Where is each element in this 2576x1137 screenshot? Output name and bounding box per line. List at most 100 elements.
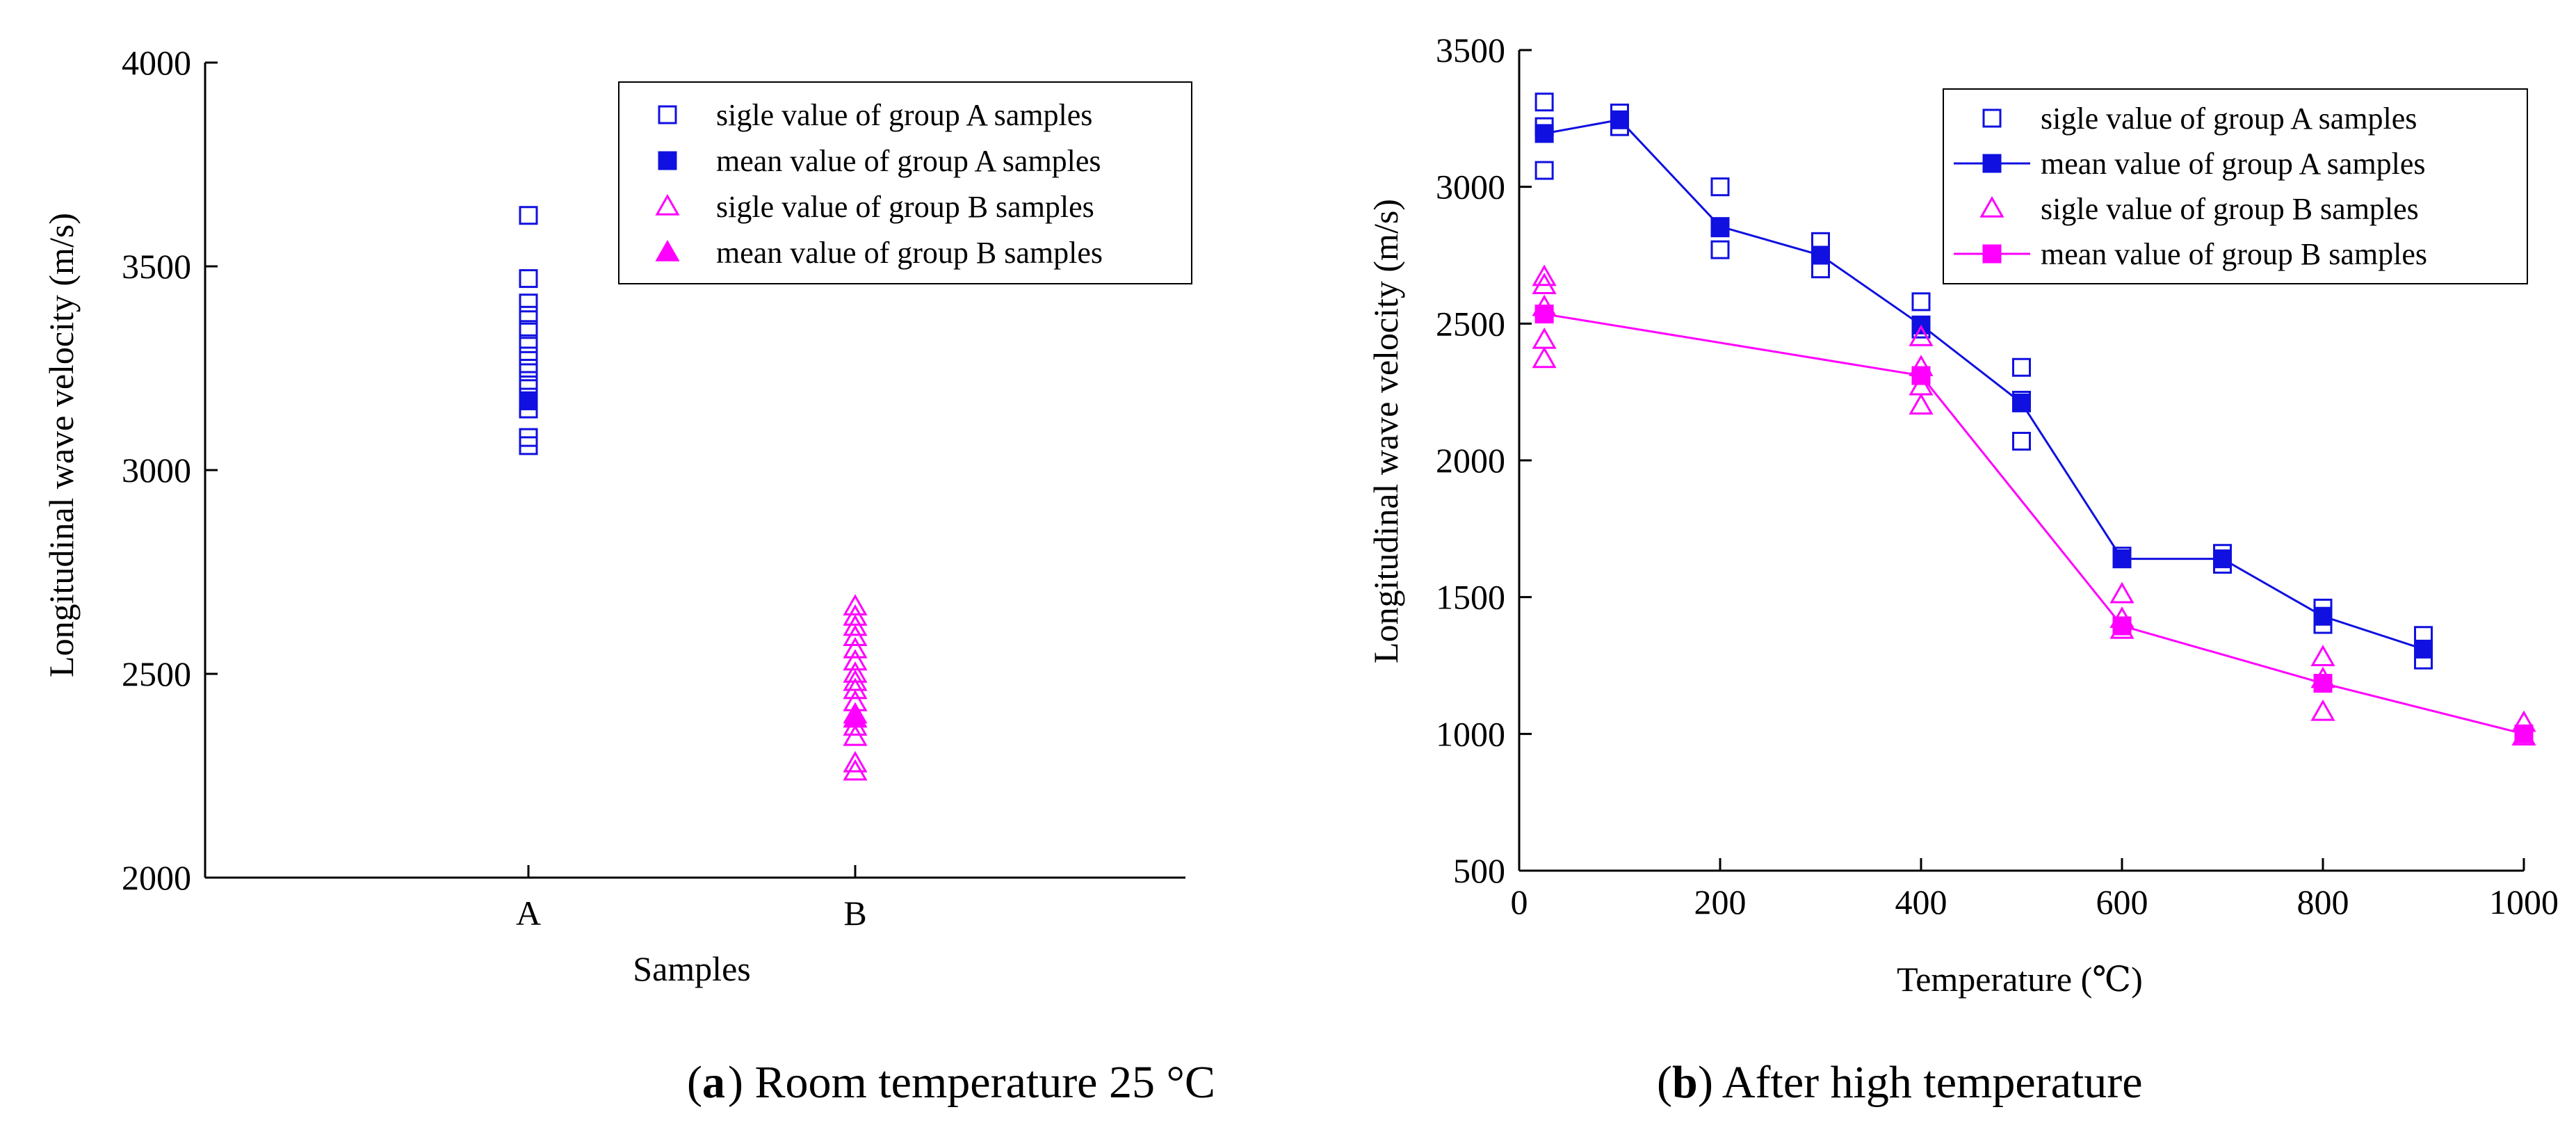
chart-b-y-tick-label: 1500: [1436, 578, 1505, 617]
chart-b-point: [1911, 366, 1931, 385]
chart-a-point: [843, 614, 868, 636]
chart-a-point: [843, 594, 868, 616]
chart-b-legend-label: sigle value of group B samples: [2041, 192, 2419, 226]
chart-b-y-tick-label: 3500: [1436, 31, 1505, 70]
chart-a-legend-marker: [658, 105, 677, 124]
chart-a-caption-letter: a: [702, 1057, 725, 1108]
chart-b-x-tick-label: 200: [1694, 882, 1747, 921]
chart-b-point: [2109, 581, 2134, 604]
chart-a-marks: [519, 206, 868, 781]
chart-b-x-tick-label: 800: [2297, 882, 2349, 921]
chart-a-x-tick-label: B: [843, 894, 866, 933]
chart-a-point: [843, 677, 868, 700]
chart-b-point: [2313, 606, 2333, 626]
chart-a-point: [519, 320, 538, 339]
chart-b-point: [1534, 124, 1554, 143]
chart-b-point: [1532, 327, 1557, 349]
chart-a-ticks: 2000 2500 3000 3500 4000 A B: [122, 43, 867, 933]
chart-b-point: [1534, 305, 1554, 324]
chart-b-marks: [1532, 92, 2536, 746]
chart-a-point: [519, 391, 538, 410]
chart-a-point: [843, 649, 868, 671]
chart-a-point: [843, 669, 868, 691]
chart-a-legend-marker: [658, 151, 677, 170]
chart-b-point: [1909, 393, 1934, 415]
chart-b-point: [2313, 674, 2333, 693]
chart-b-y-tick-label: 2500: [1436, 304, 1505, 343]
chart-a-y-tick-label: 3500: [122, 247, 191, 286]
chart-a-point: [519, 206, 538, 225]
chart-a-point: [519, 436, 538, 455]
chart-b-ticks: 500 1000 1500 2000 2500 3000 3500 0 200 400 600 800…: [1436, 31, 2559, 921]
chart-b-legend-marker: [1982, 154, 2002, 173]
chart-b-ylabel: Longitudinal wave velocity (m/s): [1366, 199, 1405, 663]
chart-a-legend-box: [618, 81, 1192, 284]
chart-a-legend-label: mean value of group B samples: [716, 236, 1103, 270]
chart-b-legend-marker: [1982, 108, 2002, 128]
chart-b-point: [1532, 264, 1557, 287]
chart-a-point: [843, 750, 868, 773]
chart-a-legend: sigle value of group A samples mean valu…: [618, 81, 1192, 284]
chart-a-point: [519, 269, 538, 289]
chart-b-point: [1610, 110, 1629, 129]
chart-b-series-line: [1544, 313, 2525, 735]
chart-b-point: [1534, 161, 1554, 180]
chart-a-point: [519, 305, 538, 325]
chart-b-point: [2310, 699, 2335, 721]
chart-a-point: [843, 759, 868, 781]
chart-a-y-tick-label: 3000: [122, 451, 191, 490]
chart-b-point: [2112, 549, 2132, 569]
chart-b-legend-box: [1943, 88, 2528, 284]
chart-b-point: [1911, 292, 1931, 312]
chart-a-y-tick-label: 2500: [122, 654, 191, 693]
chart-b-point: [1534, 92, 1554, 112]
chart-b-y-tick-label: 500: [1453, 851, 1505, 890]
chart-b-caption-text: ) After high temperature: [1698, 1057, 2143, 1108]
chart-a-ylabel: Longitudinal wave velocity (m/s): [42, 213, 81, 677]
chart-b-point: [2310, 645, 2335, 666]
chart-a-point: [843, 724, 868, 746]
chart-b-caption-letter: b: [1672, 1057, 1698, 1108]
chart-a-xlabel: Samples: [633, 949, 750, 988]
chart-a-point: [843, 624, 868, 647]
chart-b-point: [2514, 724, 2534, 743]
chart-a-point: [843, 604, 868, 626]
chart-b-point: [1710, 240, 1730, 259]
chart-b-y-tick-label: 2000: [1436, 441, 1505, 480]
chart-b-xlabel: Temperature (℃): [1897, 960, 2143, 999]
chart-a-y-tick-label: 4000: [122, 43, 191, 82]
chart-a-legend-marker: [655, 239, 680, 261]
chart-b-point: [2012, 431, 2031, 451]
chart-b-caption-paren: (: [1657, 1057, 1672, 1108]
chart-b-y-tick-label: 3000: [1436, 168, 1505, 207]
chart-b-legend-label: sigle value of group A samples: [2041, 102, 2417, 136]
chart-a-legend-label: sigle value of group B samples: [716, 190, 1094, 224]
chart-a-legend-marker: [655, 193, 680, 216]
chart-b-point: [2112, 616, 2132, 636]
chart-b-x-tick-label: 400: [1895, 882, 1947, 921]
chart-b-legend-label: mean value of group B samples: [2041, 237, 2427, 271]
chart-b-legend-marker: [1979, 195, 2004, 218]
chart-a-legend-label: mean value of group A samples: [716, 144, 1101, 178]
chart-b-point: [2012, 357, 2031, 377]
chart-a-y-tick-label: 2000: [122, 858, 191, 897]
chart-a-caption-text: ) Room temperature 25 °C: [728, 1057, 1215, 1108]
chart-b-point: [1710, 177, 1730, 197]
chart-a-point: [843, 636, 868, 659]
chart-a-point: [519, 359, 538, 378]
chart-b-legend-marker: [1982, 244, 2002, 264]
chart-b-x-tick-label: 0: [1511, 882, 1528, 921]
chart-b-point: [1811, 245, 1830, 265]
chart-b-legend: sigle value of group A samples mean valu…: [1943, 88, 2528, 284]
chart-b-y-tick-label: 1000: [1436, 714, 1505, 753]
chart-a-legend-label: sigle value of group A samples: [716, 98, 1092, 132]
chart-b-point: [1909, 324, 1934, 346]
chart-b-point: [1532, 273, 1557, 295]
chart-a: 2000 2500 3000 3500 4000 A B Longitudinal wave…: [42, 43, 1215, 1108]
chart-b-point: [2414, 639, 2433, 659]
chart-b: 500 1000 1500 2000 2500 3000 3500 0 200 400 600 800…: [1366, 31, 2559, 1108]
chart-b-series-line: [1544, 118, 2424, 650]
chart-b-x-tick-label: 1000: [2489, 882, 2559, 921]
